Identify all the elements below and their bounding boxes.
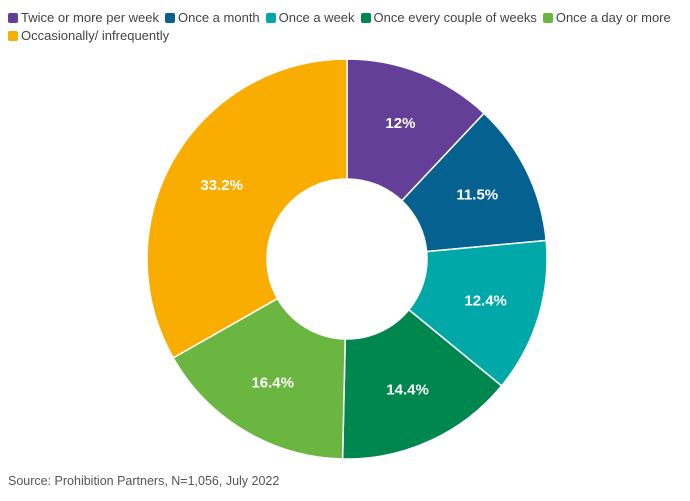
legend-item: Once every couple of weeks bbox=[360, 10, 537, 25]
legend-label: Twice or more per week bbox=[21, 10, 159, 25]
slice bbox=[341, 308, 503, 460]
legend-item: Once a day or more bbox=[542, 10, 671, 25]
slice bbox=[146, 58, 348, 359]
slice bbox=[400, 112, 547, 253]
slice-label: 11.5% bbox=[456, 186, 498, 203]
slice-label: 12.4% bbox=[464, 292, 507, 309]
legend-label: Once a week bbox=[278, 10, 355, 25]
legend-swatch bbox=[360, 12, 371, 23]
slice-label: 16.4% bbox=[251, 375, 294, 392]
slice bbox=[407, 239, 548, 387]
legend-item: Once a week bbox=[265, 10, 355, 25]
slice-label: 33.2% bbox=[200, 177, 243, 194]
legend-swatch bbox=[8, 12, 18, 23]
legend-swatch bbox=[265, 12, 276, 23]
legend: Twice or more per week Once a month Once a… bbox=[8, 10, 684, 43]
legend-item: Once a month bbox=[165, 10, 260, 25]
slice-label: 14.4% bbox=[386, 382, 429, 399]
legend-label: Occasionally/ infrequently bbox=[21, 28, 170, 43]
legend-item: Occasionally/ infrequently bbox=[8, 28, 169, 43]
legend-swatch bbox=[542, 12, 553, 23]
slice bbox=[172, 297, 347, 460]
legend-swatch bbox=[8, 30, 18, 41]
legend-swatch bbox=[165, 12, 175, 23]
legend-label: Once a day or more bbox=[555, 10, 671, 25]
legend-item: Twice or more per week bbox=[8, 10, 159, 25]
legend-label: Once a month bbox=[178, 10, 260, 25]
slice-label: 12% bbox=[385, 115, 415, 132]
legend-label: Once every couple of weeks bbox=[373, 10, 537, 25]
source: Source: Prohibition Partners, N=1,056, J… bbox=[8, 474, 280, 488]
